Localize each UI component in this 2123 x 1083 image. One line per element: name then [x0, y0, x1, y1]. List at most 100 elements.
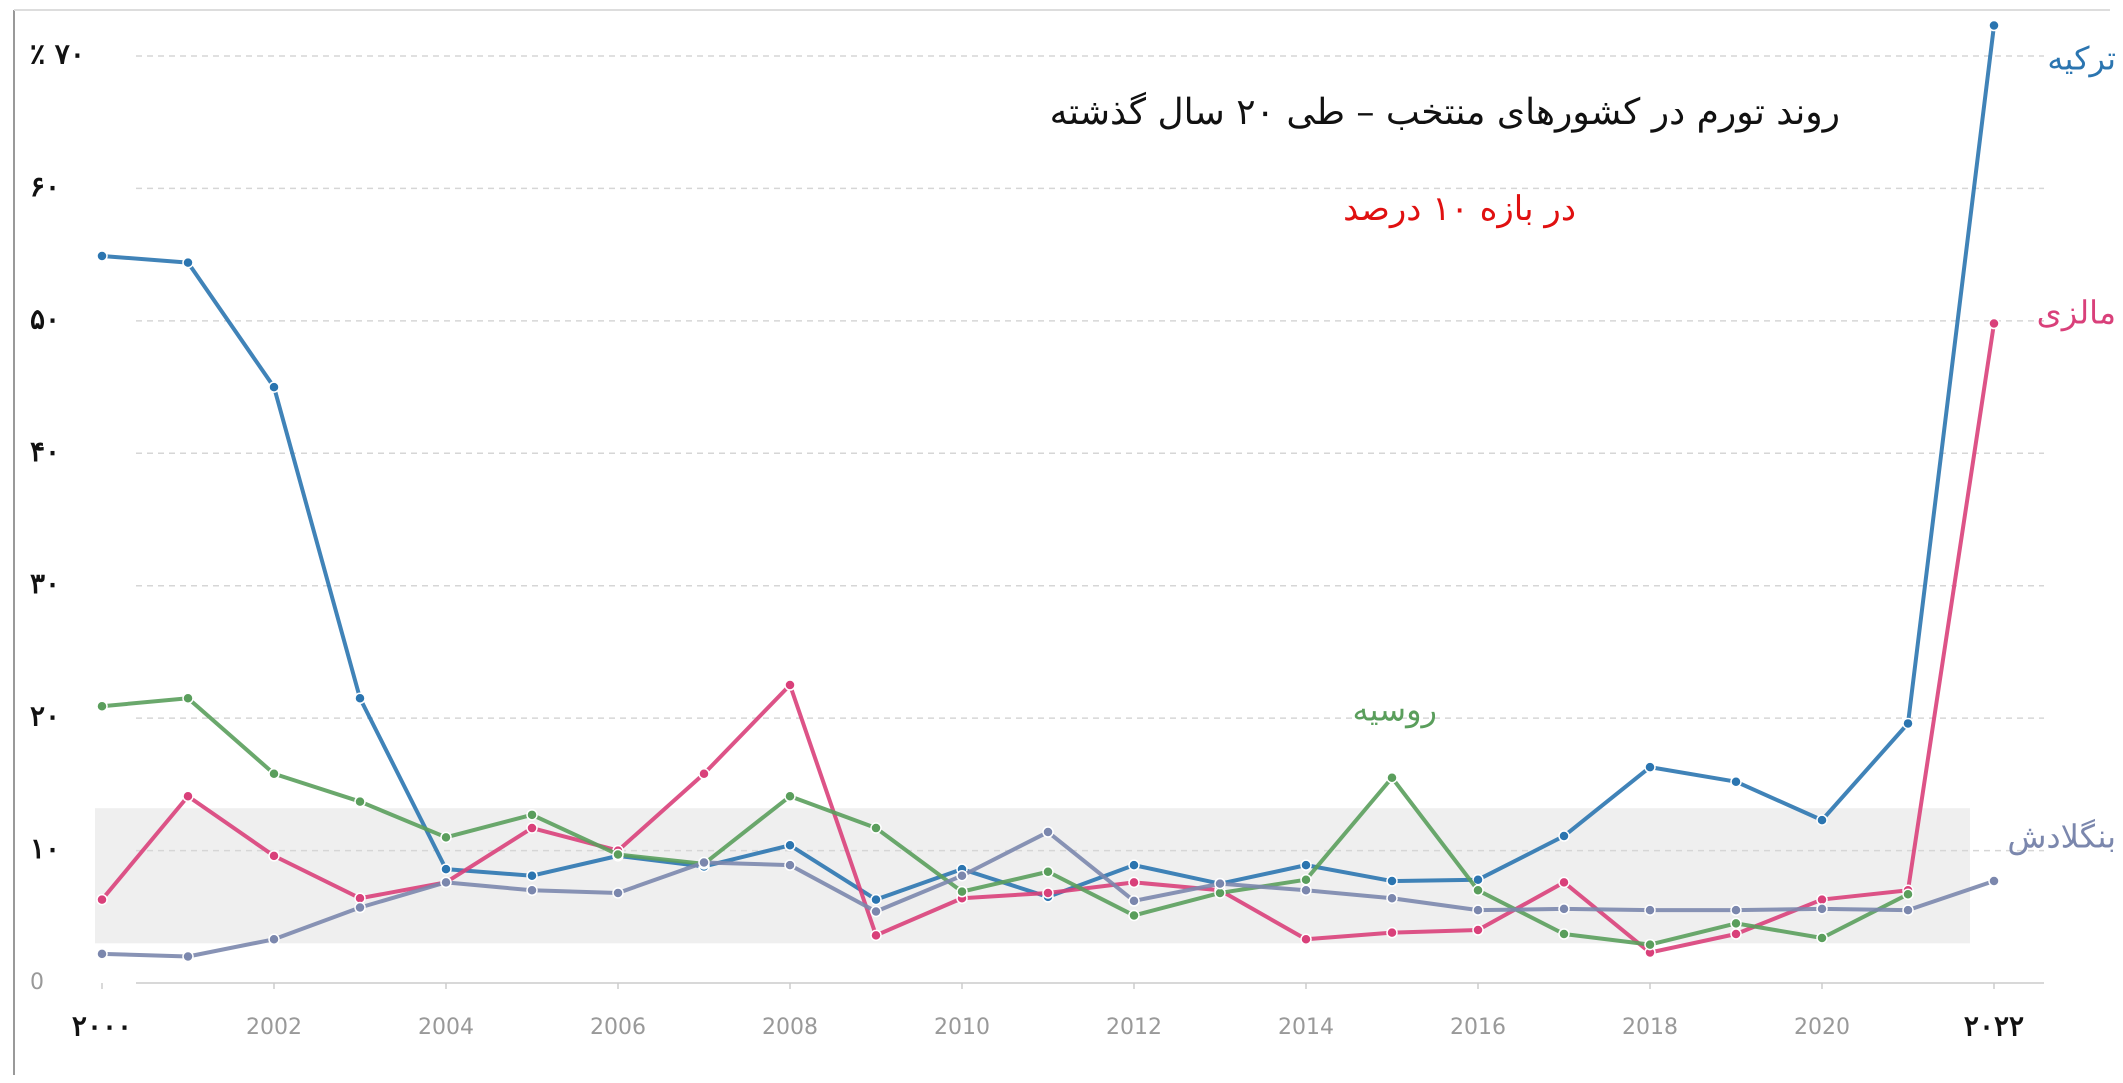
data-point — [784, 679, 796, 691]
data-point — [440, 831, 452, 844]
data-point — [1558, 876, 1570, 889]
data-point — [1988, 317, 2000, 330]
data-point — [354, 892, 366, 904]
data-point — [268, 768, 280, 780]
data-point — [1472, 884, 1484, 897]
x-tick-label: 2018 — [1622, 1015, 1678, 1040]
series-label: مالزی — [2037, 294, 2116, 332]
data-point — [96, 893, 108, 906]
data-point — [526, 869, 538, 882]
data-point — [526, 809, 538, 821]
y-tick-label: ۳۰ — [30, 567, 60, 600]
data-point — [182, 256, 194, 269]
data-point — [784, 790, 796, 803]
data-point — [354, 692, 366, 705]
data-point — [1558, 928, 1570, 940]
data-point — [268, 933, 280, 946]
x-tick-label: 2002 — [246, 1015, 302, 1040]
y-tick-label: ۱۰ — [30, 832, 60, 865]
data-point — [1816, 814, 1828, 826]
data-point — [96, 250, 108, 262]
data-point — [612, 887, 624, 899]
data-point — [1558, 830, 1570, 842]
y-tick-label: ۵۰ — [30, 302, 60, 335]
data-point — [870, 822, 882, 834]
data-point — [1128, 909, 1140, 922]
data-point — [1988, 19, 2000, 32]
data-point — [1128, 859, 1140, 871]
x-tick-label: 2010 — [934, 1015, 990, 1040]
data-point — [1730, 917, 1742, 930]
data-point — [870, 929, 882, 942]
data-point — [440, 863, 452, 875]
data-point — [870, 905, 882, 918]
data-point — [354, 795, 366, 808]
data-point — [612, 848, 624, 861]
data-point — [1902, 888, 1914, 901]
data-point — [96, 948, 108, 960]
series-label: ترکیه — [2047, 40, 2116, 78]
x-tick-label: 2006 — [590, 1015, 646, 1040]
data-point — [1472, 924, 1484, 936]
data-point — [784, 839, 796, 852]
data-point — [1816, 893, 1828, 906]
data-point — [1386, 926, 1398, 939]
x-tick-label: 2016 — [1450, 1015, 1506, 1040]
data-point — [1902, 717, 1914, 730]
data-point — [1300, 873, 1312, 886]
x-tick-label: ۲۰۲۲ — [1964, 1010, 2024, 1043]
data-point — [354, 901, 366, 914]
data-point — [784, 859, 796, 871]
y-tick-label: 0 — [30, 970, 44, 995]
data-point — [268, 850, 280, 862]
data-point — [1300, 933, 1312, 946]
y-tick-label: ۲۰ — [30, 700, 60, 733]
data-point — [526, 822, 538, 834]
x-tick-label: 2004 — [418, 1015, 474, 1040]
data-point — [1730, 928, 1742, 940]
data-point — [1730, 775, 1742, 788]
data-point — [1472, 904, 1484, 916]
data-point — [1730, 904, 1742, 916]
x-tick-label: 2008 — [762, 1015, 818, 1040]
series-line — [101, 696, 1909, 947]
data-point — [698, 856, 710, 869]
data-point — [1128, 876, 1140, 889]
data-point — [1558, 903, 1570, 915]
data-point — [1300, 859, 1312, 871]
x-tick-label: 2014 — [1278, 1015, 1334, 1040]
data-point — [956, 885, 968, 898]
x-tick-label: 2012 — [1106, 1015, 1162, 1040]
data-point — [268, 381, 280, 393]
data-point — [1816, 903, 1828, 915]
data-point — [182, 692, 194, 705]
data-point — [870, 893, 882, 906]
chart-title: روند تورم در کشورهای منتخب – طی ۲۰ سال گ… — [1050, 91, 1840, 133]
data-point — [1644, 904, 1656, 916]
data-point — [1902, 904, 1914, 916]
data-point — [1042, 826, 1054, 838]
y-tick-label: ۶۰ — [30, 170, 60, 203]
data-point — [1988, 875, 2000, 887]
data-point — [1386, 875, 1398, 887]
y-tick-label: ۴۰ — [30, 435, 60, 468]
data-point — [1128, 895, 1140, 907]
data-point — [956, 869, 968, 882]
data-point — [1214, 877, 1226, 890]
data-point — [1042, 887, 1054, 899]
data-point — [1386, 892, 1398, 904]
data-point — [1386, 771, 1398, 784]
series-label: روسیه — [1352, 691, 1437, 729]
series-label: بنگلادش — [2007, 818, 2116, 856]
chart-subtitle: در بازه ۱۰ درصد — [1343, 189, 1576, 229]
data-point — [182, 950, 194, 963]
data-point — [1816, 932, 1828, 944]
data-point — [440, 876, 452, 889]
data-point — [96, 700, 108, 712]
data-point — [1644, 761, 1656, 773]
data-point — [698, 768, 710, 780]
y-tick-label: ٪ ۷۰ — [30, 38, 85, 71]
data-point — [526, 884, 538, 897]
x-tick-label: ۲۰۰۰ — [72, 1010, 132, 1043]
